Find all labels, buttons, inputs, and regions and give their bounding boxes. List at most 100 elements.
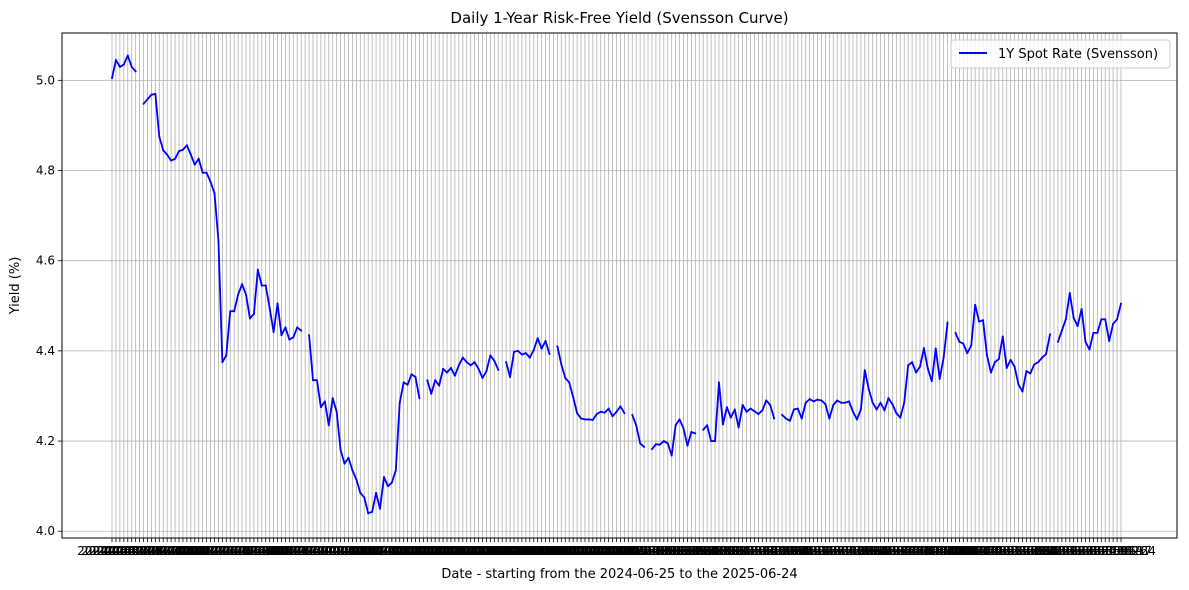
x-tick-label: 2025-05-20 <box>1003 544 1073 558</box>
data-point <box>1021 390 1024 393</box>
x-tick-label: 2024-12-05 <box>538 544 608 558</box>
data-point <box>536 337 539 340</box>
x-tick-label: 2024-11-14 <box>479 544 549 558</box>
x-tick-label: 2024-07-08 <box>113 544 183 558</box>
data-point <box>241 283 244 286</box>
data-point <box>509 376 512 379</box>
x-tick-label: 2024-07-29 <box>172 544 242 558</box>
data-point <box>453 374 456 377</box>
data-point <box>997 358 1000 360</box>
x-tick-label: 2025-05-29 <box>1031 544 1101 558</box>
data-point <box>118 65 121 68</box>
x-tick-label: 2024-12-31 <box>609 544 679 558</box>
x-tick-label: 2024-08-08 <box>203 544 273 558</box>
x-tick-label: 2024-07-30 <box>176 544 246 558</box>
x-tick-label: 2024-12-17 <box>570 544 640 558</box>
data-point <box>848 400 851 403</box>
x-tick-label: 2025-02-14 <box>739 544 809 558</box>
data-point <box>840 401 843 404</box>
data-point <box>1045 353 1048 356</box>
x-tick-label: 2024-08-12 <box>211 544 281 558</box>
data-point <box>966 352 969 355</box>
x-tick-label: 2024-10-02 <box>357 544 427 558</box>
data-point <box>268 307 271 310</box>
data-point <box>903 401 906 404</box>
x-tick-label: 2024-10-17 <box>400 544 470 558</box>
x-tick-label: 2024-08-15 <box>223 544 293 558</box>
x-tick-label: 2024-08-14 <box>219 544 289 558</box>
data-point <box>918 365 921 368</box>
x-tick-label: 2024-11-29 <box>523 544 593 558</box>
y-tick-label: 4.4 <box>36 344 55 358</box>
x-tick-label: 2024-06-27 <box>85 544 155 558</box>
x-tick-label: 2024-09-17 <box>314 544 384 558</box>
data-point <box>658 443 661 446</box>
x-tick-label: 2024-07-04 <box>105 544 175 558</box>
data-point <box>781 413 784 416</box>
data-point <box>978 320 981 323</box>
data-point <box>599 410 602 413</box>
x-tick-label: 2025-02-04 <box>708 544 778 558</box>
x-tick-label: 2024-12-11 <box>554 544 624 558</box>
x-tick-label: 2024-09-24 <box>333 544 403 558</box>
x-tick-label: 2025-03-14 <box>818 544 888 558</box>
data-point <box>635 424 638 427</box>
data-point <box>690 431 693 434</box>
legend-box <box>950 39 1171 69</box>
x-tick-label: 2025-02-26 <box>771 544 841 558</box>
data-point <box>717 381 720 384</box>
data-point <box>1017 383 1020 386</box>
data-point <box>682 427 685 430</box>
data-point <box>1076 325 1079 328</box>
x-tick-label: 2024-12-27 <box>601 544 671 558</box>
data-point <box>524 352 527 355</box>
x-tick-label: 2024-08-06 <box>195 544 265 558</box>
data-point <box>879 401 882 404</box>
data-point <box>544 339 547 342</box>
x-tick-label: 2024-11-27 <box>515 544 585 558</box>
data-point <box>111 77 113 80</box>
x-tick-label: 2025-04-02 <box>869 544 939 558</box>
data-point <box>335 410 338 413</box>
x-tick-label: 2025-02-13 <box>735 544 805 558</box>
data-point <box>371 510 374 513</box>
x-tick-label: 2024-10-08 <box>373 544 443 558</box>
data-point <box>473 361 476 364</box>
x-tick-label: 2025-01-02 <box>617 544 687 558</box>
data-point <box>323 400 326 403</box>
data-point <box>788 419 791 422</box>
data-point <box>1033 363 1036 366</box>
data-point <box>181 148 184 151</box>
data-point <box>170 159 173 162</box>
data-point <box>1064 318 1067 321</box>
x-tick-label: 2024-08-21 <box>239 544 309 558</box>
x-tick-label: 2025-05-16 <box>995 544 1065 558</box>
data-point <box>765 399 768 402</box>
x-tick-label: 2025-01-09 <box>637 544 707 558</box>
data-point <box>213 192 216 195</box>
x-tick-label: 2024-12-25 <box>593 544 663 558</box>
data-point <box>497 368 500 371</box>
data-point <box>670 454 673 457</box>
data-point <box>706 424 709 427</box>
x-gridlines <box>111 33 1122 538</box>
data-point <box>753 410 756 413</box>
x-tick-label: 2025-03-05 <box>791 544 861 558</box>
x-tick-label: 2025-05-19 <box>999 544 1069 558</box>
data-point <box>418 397 421 400</box>
data-point <box>591 418 594 421</box>
data-point <box>824 403 827 406</box>
data-point <box>643 445 646 448</box>
data-point <box>583 418 586 421</box>
x-tick-label: 2024-12-16 <box>566 544 636 558</box>
x-tick-label: 2024-11-28 <box>519 544 589 558</box>
data-point <box>528 356 531 359</box>
data-point <box>580 417 583 420</box>
data-point <box>252 312 255 315</box>
x-tick-label: 2024-12-19 <box>578 544 648 558</box>
x-tick-label: 2024-12-06 <box>542 544 612 558</box>
data-point <box>130 65 133 68</box>
x-tick-label: 2025-03-18 <box>826 544 896 558</box>
x-tick-label: 2024-08-30 <box>266 544 336 558</box>
data-point <box>288 338 291 341</box>
